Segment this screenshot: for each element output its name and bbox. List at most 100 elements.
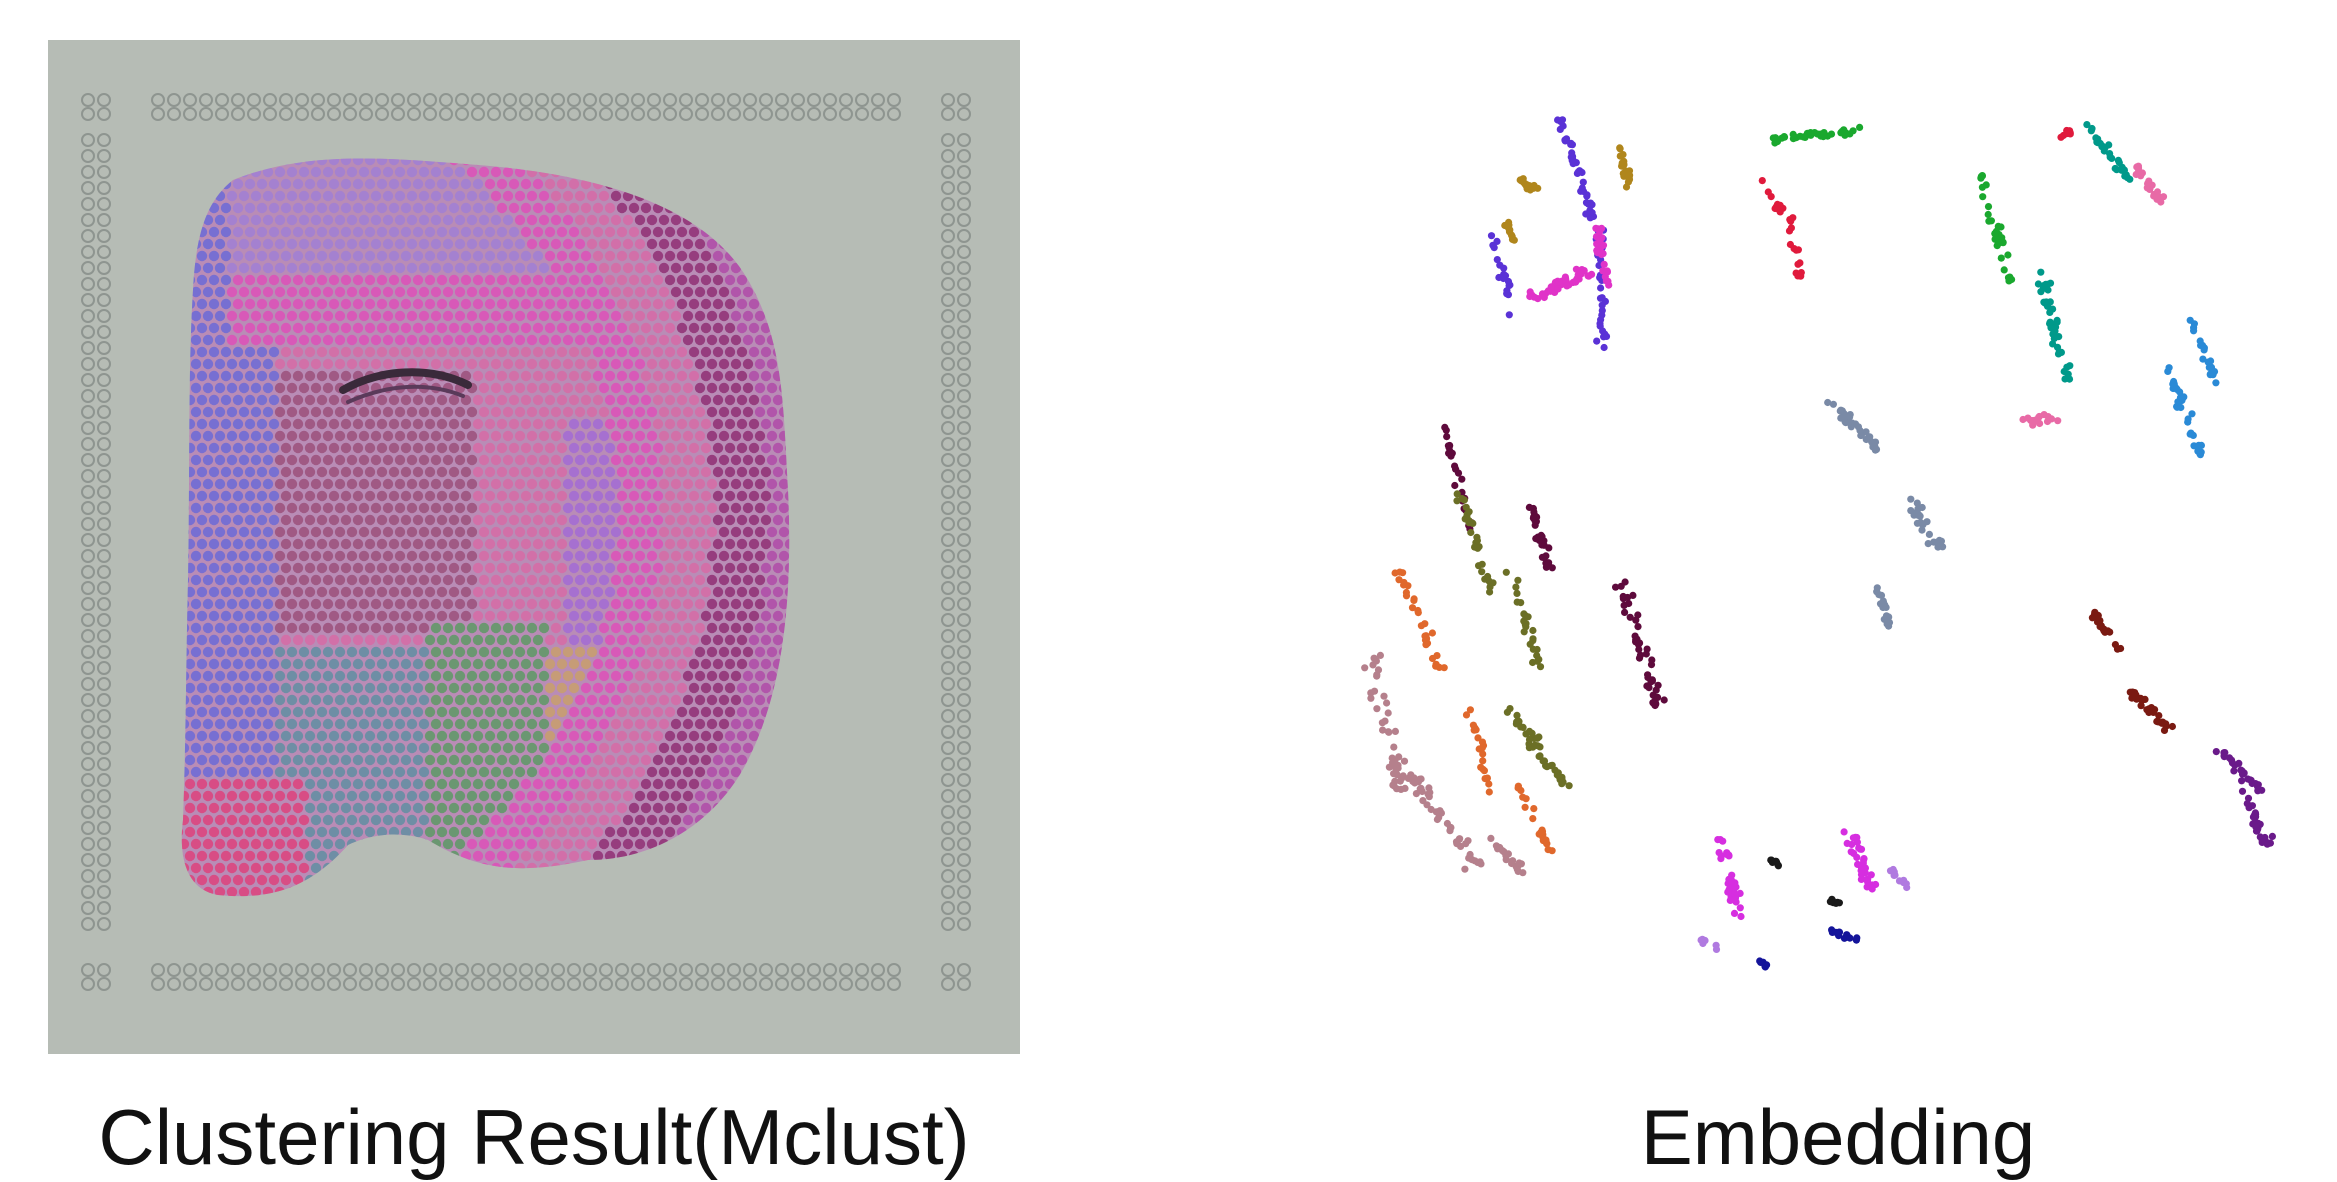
- embedding-point: [2004, 251, 2012, 259]
- embedding-point: [1726, 896, 1734, 905]
- embedding-point: [1466, 850, 1474, 859]
- embedding-point: [1644, 673, 1652, 682]
- embedding-point: [1395, 753, 1403, 761]
- cluster-spots: [181, 158, 790, 897]
- embedding-point: [1727, 878, 1736, 886]
- embedding-point: [1767, 193, 1775, 201]
- embedding-point: [1567, 153, 1575, 161]
- embedding-point: [1493, 256, 1501, 264]
- embedding-point: [2176, 388, 2184, 396]
- embedding-point: [1787, 224, 1795, 232]
- embedding-point: [1535, 752, 1543, 761]
- embedding-point: [2188, 410, 2196, 418]
- embedding-point: [1913, 499, 1921, 507]
- embedding-point: [1471, 857, 1479, 865]
- embedding-point: [1917, 518, 1925, 527]
- embedding-point: [1715, 849, 1723, 857]
- embedding-point: [1410, 774, 1418, 782]
- embedding-point: [1853, 853, 1861, 862]
- embedding-points: [1361, 116, 2276, 971]
- embedding-point: [2093, 138, 2101, 146]
- embedding-point: [1569, 160, 1577, 168]
- embedding-point: [1547, 283, 1555, 291]
- embedding-point: [1596, 294, 1605, 302]
- embedding-point: [2147, 704, 2155, 712]
- embedding-point: [1593, 337, 1601, 345]
- embedding-point: [1542, 552, 1550, 560]
- embedding-point: [2268, 832, 2276, 841]
- embedding-point: [1758, 177, 1766, 185]
- embedding-point: [1441, 423, 1449, 431]
- embedding-point: [2212, 379, 2220, 387]
- embedding-point: [2053, 316, 2061, 324]
- embedding-point: [1513, 589, 1521, 598]
- embedding-point: [1467, 528, 1475, 537]
- embedding-point: [1773, 135, 1781, 144]
- embedding-point: [1780, 133, 1789, 141]
- embedding-point: [1479, 750, 1487, 758]
- embedding-point: [1827, 130, 1836, 138]
- embedding-point: [2199, 355, 2207, 363]
- embedding-point: [1556, 125, 1564, 133]
- embedding-point: [2046, 318, 2054, 326]
- embedding-point: [1572, 278, 1580, 286]
- embedding-point: [1515, 859, 1523, 867]
- embedding-point: [1400, 757, 1409, 765]
- embedding-point: [1521, 803, 1529, 811]
- embedding-point: [1872, 880, 1880, 889]
- embedding-point: [1863, 876, 1871, 884]
- embedding-point: [1376, 651, 1384, 660]
- embedding-point: [1522, 623, 1530, 631]
- embedding-point: [1857, 431, 1865, 440]
- embedding-point: [1565, 782, 1573, 790]
- embedding-point: [1540, 293, 1548, 302]
- embedding-point: [1714, 836, 1722, 844]
- embedding-point: [2134, 162, 2142, 170]
- embedding-point: [1600, 260, 1608, 268]
- embedding-point: [1540, 757, 1549, 765]
- embedding-point: [1543, 840, 1551, 848]
- embedding-point: [1474, 734, 1482, 742]
- embedding-point: [2212, 748, 2220, 756]
- embedding-point: [1490, 244, 1498, 252]
- embedding-point: [1634, 611, 1642, 619]
- embedding-point: [1367, 689, 1375, 697]
- embedding-point: [1597, 316, 1605, 324]
- embedding-point: [2113, 645, 2122, 653]
- embedding-point: [2228, 759, 2237, 767]
- embedding-point: [2119, 165, 2127, 173]
- embedding-point: [1458, 495, 1466, 503]
- embedding-point: [2108, 154, 2116, 162]
- embedding-point: [1660, 696, 1668, 704]
- embedding-point: [1599, 267, 1607, 275]
- embedding-point: [1503, 708, 1511, 716]
- embedding-point: [1400, 578, 1408, 587]
- embedding-point: [1567, 139, 1575, 147]
- embedding-point: [2250, 811, 2259, 819]
- embedding-point: [1725, 851, 1733, 859]
- embedding-point: [1820, 129, 1828, 137]
- embedding-point: [1732, 883, 1740, 891]
- embedding-point: [1453, 840, 1461, 848]
- embedding-point: [1994, 222, 2002, 230]
- embedding-point: [1730, 909, 1739, 918]
- embedding-point: [1645, 684, 1653, 692]
- embedding-point: [1918, 526, 1926, 534]
- embedding-point: [1877, 591, 1886, 600]
- embedding-point: [1846, 130, 1854, 138]
- embedding-point: [1736, 889, 1744, 898]
- embedding-point: [1374, 666, 1383, 674]
- embedding-point: [2258, 838, 2266, 847]
- embedding-point: [1561, 137, 1569, 145]
- embedding-point: [1796, 259, 1804, 267]
- embedding-point: [1862, 435, 1870, 444]
- embedding-point: [1422, 632, 1430, 640]
- embedding-point: [1857, 875, 1865, 884]
- embedding-point: [1621, 608, 1629, 617]
- embedding-point: [1918, 503, 1926, 512]
- embedding-point: [1410, 596, 1418, 605]
- embedding-point: [1563, 282, 1571, 290]
- embedding-point: [1423, 801, 1431, 809]
- embedding-point: [1390, 743, 1398, 751]
- embedding-point: [1840, 828, 1848, 836]
